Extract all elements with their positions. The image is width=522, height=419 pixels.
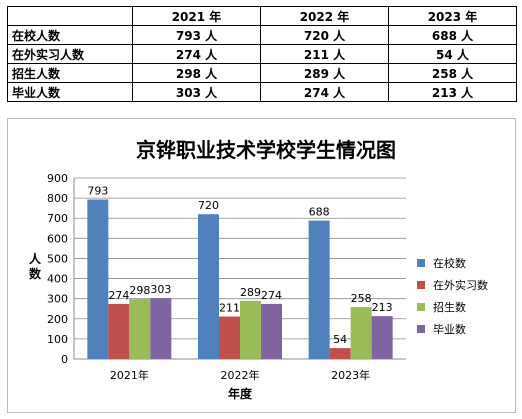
legend-label: 在外实习数 bbox=[433, 279, 488, 292]
bar-2-3 bbox=[329, 348, 351, 359]
row-label: 招生人数 bbox=[7, 63, 133, 83]
data-label: 289 bbox=[240, 286, 261, 299]
table-cell: 274 人 bbox=[260, 82, 389, 102]
x-tick-label: 2023年 bbox=[331, 368, 370, 382]
bar-1-3 bbox=[308, 220, 330, 359]
data-label: 211 bbox=[219, 302, 240, 315]
table-row: 招生人数 298 人 289 人 258 人 bbox=[7, 63, 517, 83]
table-cell: 213 人 bbox=[388, 82, 517, 102]
chart-title: 京铧职业技术学校学生情况图 bbox=[136, 138, 396, 162]
data-label: 258 bbox=[351, 292, 372, 305]
data-label: 274 bbox=[108, 289, 129, 302]
student-stats-table: 2021 年 2022 年 2023 年 在校人数 793 人 720 人 68… bbox=[7, 6, 517, 102]
y-tick-label: 100 bbox=[47, 333, 68, 346]
data-label: 688 bbox=[309, 206, 330, 219]
bar-1-2 bbox=[198, 214, 219, 359]
bar-3-2 bbox=[240, 300, 261, 359]
bar-3-3 bbox=[350, 307, 372, 359]
y-tick-label: 300 bbox=[47, 293, 68, 306]
legend-label: 在校数 bbox=[433, 257, 466, 270]
y-tick-label: 400 bbox=[47, 273, 68, 286]
y-tick-label: 700 bbox=[47, 212, 68, 225]
y-tick-label: 200 bbox=[47, 313, 68, 326]
data-label: 298 bbox=[129, 284, 150, 297]
bar-4-2 bbox=[261, 303, 282, 359]
y-tick-label: 0 bbox=[61, 353, 68, 366]
data-label: 274 bbox=[261, 289, 282, 302]
legend-label: 毕业数 bbox=[433, 323, 466, 336]
legend-item: 招生数 bbox=[417, 296, 488, 318]
legend-swatch bbox=[417, 259, 425, 267]
data-label: 54 bbox=[333, 333, 347, 346]
y-tick-label: 500 bbox=[47, 252, 68, 265]
data-label: 720 bbox=[198, 199, 219, 212]
row-label: 毕业人数 bbox=[7, 82, 133, 102]
legend-item: 在外实习数 bbox=[417, 274, 488, 296]
bar-1-1 bbox=[87, 199, 109, 359]
legend-item: 在校数 bbox=[417, 252, 488, 274]
data-label: 213 bbox=[372, 301, 393, 314]
bar-2-2 bbox=[219, 316, 240, 359]
legend-swatch bbox=[417, 281, 425, 289]
y-tick-label: 600 bbox=[47, 232, 68, 245]
chart-legend: 在校数在外实习数招生数毕业数 bbox=[417, 252, 488, 340]
table-cell: 303 人 bbox=[132, 82, 261, 102]
y-tick-label: 800 bbox=[47, 192, 68, 205]
bar-2-1 bbox=[108, 303, 130, 359]
table-cell: 688 人 bbox=[388, 25, 517, 45]
legend-swatch bbox=[417, 303, 425, 311]
legend-swatch bbox=[417, 325, 425, 333]
legend-label: 招生数 bbox=[433, 301, 466, 314]
legend-item: 毕业数 bbox=[417, 318, 488, 340]
x-axis-label: 年度 bbox=[228, 386, 253, 401]
y-tick-label: 900 bbox=[47, 172, 68, 185]
y-axis-label: 人数 bbox=[29, 251, 42, 281]
data-label: 793 bbox=[87, 185, 108, 198]
table-cell: 793 人 bbox=[132, 25, 261, 45]
bar-3-1 bbox=[129, 299, 151, 359]
table-row: 毕业人数 303 人 274 人 213 人 bbox=[7, 82, 517, 102]
table-header-row: 2021 年 2022 年 2023 年 bbox=[7, 6, 517, 26]
bar-4-1 bbox=[150, 298, 172, 359]
table-row: 在校人数 793 人 720 人 688 人 bbox=[7, 25, 517, 45]
bar-4-3 bbox=[371, 316, 393, 359]
x-tick-label: 2022年 bbox=[221, 368, 260, 382]
x-tick-label: 2021年 bbox=[110, 368, 149, 382]
data-label: 303 bbox=[150, 283, 171, 296]
